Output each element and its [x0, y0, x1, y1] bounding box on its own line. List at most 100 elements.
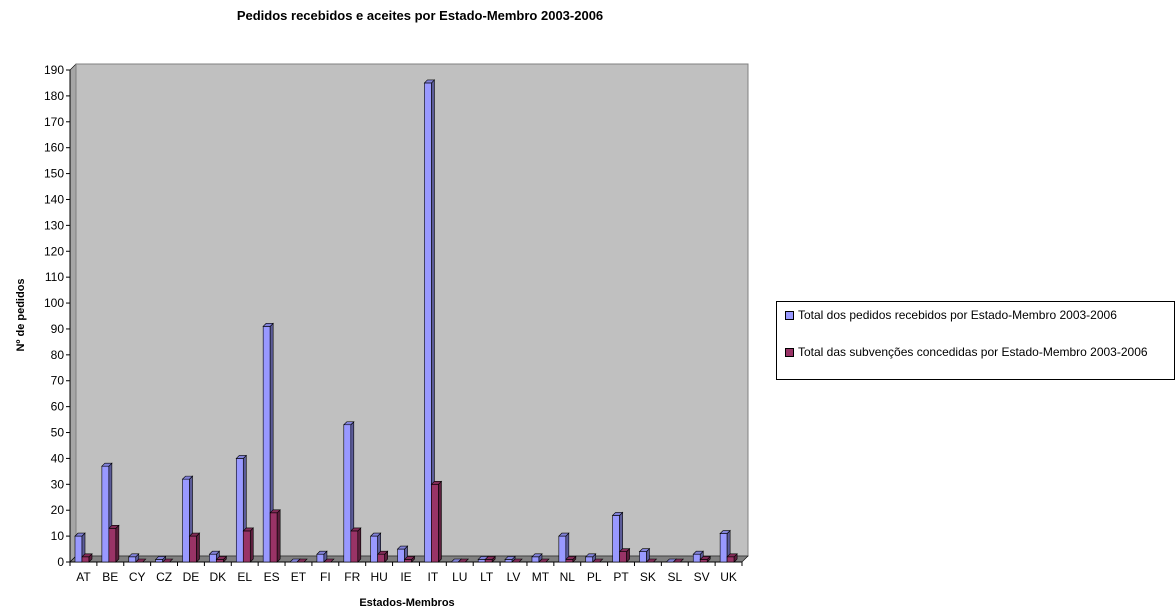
y-tick-label: 0 [57, 555, 64, 569]
bar-top [101, 462, 113, 467]
bar-received-nl [558, 532, 570, 563]
x-tick-label: PL [587, 570, 602, 584]
bar-top [128, 553, 140, 558]
bar-front [477, 559, 486, 563]
bar-front [424, 82, 432, 563]
bar-top [215, 556, 228, 560]
x-tick-label: FR [344, 570, 360, 584]
y-tick-label: 150 [44, 167, 64, 181]
legend-label-granted: Total das subvenções concedidas por Esta… [798, 345, 1148, 359]
bar-top [558, 532, 570, 537]
plot-area [69, 63, 749, 563]
bar-granted-et [296, 558, 308, 563]
bar-received-es [262, 322, 274, 563]
bar-top [242, 527, 255, 532]
x-tick-label: LU [452, 570, 467, 584]
x-tick-label: SL [667, 570, 682, 584]
bar-received-cy [128, 553, 140, 563]
y-tick-label: 140 [44, 192, 64, 206]
bar-side [438, 480, 442, 563]
bar-top [719, 530, 731, 534]
bar-granted-fr [350, 527, 362, 563]
bar-front [377, 553, 385, 563]
x-tick-label: DE [183, 570, 200, 584]
legend-label-received: Total dos pedidos recebidos por Estado-M… [798, 308, 1117, 322]
bar-front [726, 556, 735, 563]
bar-front [431, 484, 439, 563]
bar-top [584, 553, 597, 558]
bar-front [504, 559, 513, 563]
y-tick-label: 120 [44, 244, 64, 258]
bar-top [323, 558, 335, 563]
bar-front [155, 559, 163, 563]
bar-top [396, 545, 409, 550]
bar-side [115, 524, 120, 563]
bar-granted-cz [161, 558, 174, 563]
bar-side [196, 532, 200, 563]
bar-granted-mt [538, 558, 550, 563]
y-tick-label: 130 [44, 218, 64, 232]
bar-top [511, 558, 523, 563]
bar-granted-pl [591, 558, 604, 563]
x-tick-label: FI [320, 570, 331, 584]
bar-front [565, 559, 574, 563]
y-tick-label: 20 [51, 503, 65, 517]
bar-granted-it [430, 480, 443, 563]
x-tick-label: CY [129, 570, 146, 584]
bar-front [350, 530, 359, 563]
bar-top [296, 558, 308, 563]
bar-top [538, 558, 550, 563]
x-tick-label: PT [613, 570, 629, 584]
bar-front [108, 528, 117, 563]
bar-top [504, 556, 516, 560]
x-tick-label: AT [76, 570, 91, 584]
bar-received-fi [316, 550, 328, 563]
bar-top [208, 550, 221, 555]
x-tick-label: IT [428, 570, 439, 584]
y-tick-label: 170 [44, 115, 64, 129]
bar-granted-be [108, 524, 120, 563]
x-tick-label: LT [480, 570, 494, 584]
bar-top [611, 512, 624, 516]
x-tick-label: UK [720, 570, 737, 584]
bar-top [618, 548, 631, 552]
bar-front [74, 535, 83, 563]
bar-granted-lt [484, 555, 496, 563]
chart-title: Pedidos recebidos e aceites por Estado-M… [237, 8, 603, 23]
bar-top [74, 532, 86, 537]
x-tick-label: DK [210, 570, 227, 584]
bar-front [699, 559, 708, 563]
y-tick-label: 70 [51, 374, 65, 388]
bar-top [262, 323, 274, 327]
bar-granted-sv [699, 555, 711, 563]
bar-front [262, 326, 271, 563]
bar-front [397, 548, 405, 563]
y-tick-label: 80 [51, 348, 65, 362]
bar-front [585, 556, 594, 563]
x-tick-label: ES [264, 570, 280, 584]
x-tick-label: IE [400, 570, 411, 584]
bar-received-lv [504, 555, 516, 563]
bar-front [531, 556, 540, 563]
x-tick-label: ET [291, 570, 307, 584]
bar-granted-fi [323, 558, 335, 563]
y-tick-label: 50 [51, 426, 65, 440]
bar-front [128, 556, 137, 563]
bar-top [423, 79, 436, 84]
bar-front [81, 556, 90, 563]
bar-granted-hu [376, 550, 389, 563]
bar-granted-nl [565, 555, 577, 563]
bar-granted-dk [215, 555, 228, 563]
x-tick-label: SV [694, 570, 710, 584]
x-tick-label: MT [532, 570, 550, 584]
bar-top [343, 421, 355, 426]
bar-top [108, 525, 120, 529]
bar-front [182, 478, 190, 563]
x-axis: AT BE CY CZ DE DK EL ES ET FI FR HU IE IT LU LT LV MT NL PL… [69, 561, 743, 584]
bar-top [403, 556, 416, 560]
bar-granted-sk [645, 558, 658, 563]
bar-top [316, 550, 328, 555]
bar-front [101, 465, 110, 563]
bar-top [269, 509, 281, 514]
